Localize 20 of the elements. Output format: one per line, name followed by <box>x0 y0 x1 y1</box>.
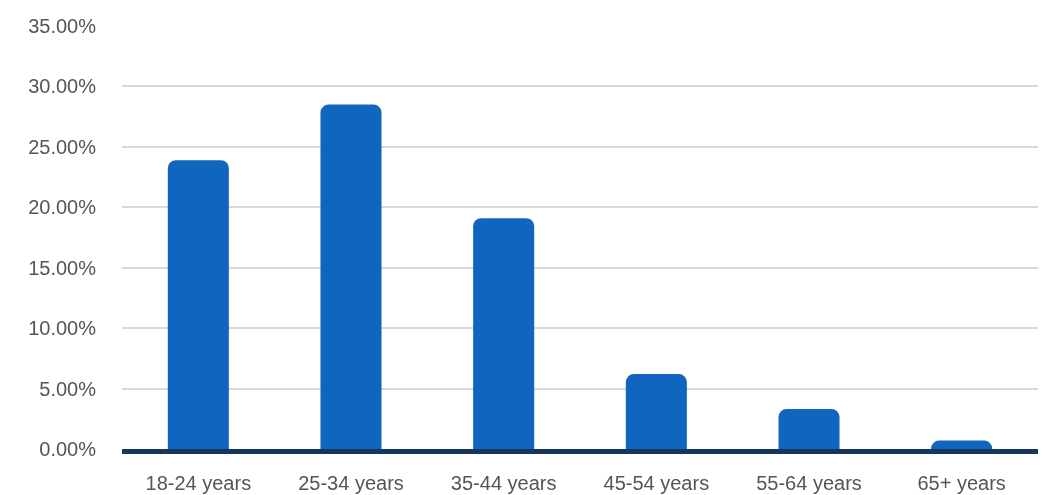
y-tick-label: 30.00% <box>28 75 97 98</box>
bar <box>473 218 535 449</box>
bar <box>167 160 229 449</box>
bar <box>931 440 993 449</box>
bar <box>320 104 382 449</box>
y-tick-label: 15.00% <box>28 256 97 279</box>
y-tick-label: 20.00% <box>28 196 97 219</box>
y-tick-label: 5.00% <box>39 377 97 400</box>
x-tick-label: 35-44 years <box>450 472 557 494</box>
x-tick-label: 45-54 years <box>603 472 710 494</box>
x-tick-label: 55-64 years <box>756 472 862 494</box>
y-tick-label: 35.00% <box>28 15 97 37</box>
x-tick-label: 18-24 years <box>145 472 252 494</box>
y-tick-label: 25.00% <box>28 135 97 158</box>
y-tick-label: 0.00% <box>39 438 97 460</box>
x-tick-label: 25-34 years <box>298 472 404 494</box>
bar <box>778 409 840 449</box>
x-tick-label: 65+ years <box>917 472 1006 494</box>
bar <box>625 374 687 449</box>
y-tick-label: 10.00% <box>28 317 97 340</box>
